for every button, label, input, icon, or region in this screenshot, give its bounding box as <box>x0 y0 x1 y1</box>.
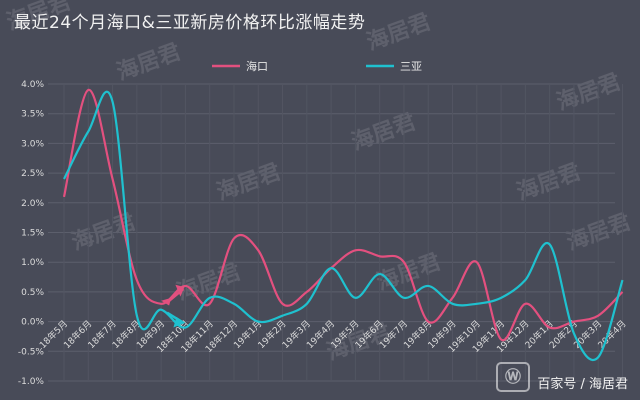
watermark-text: 海居君 <box>348 109 419 156</box>
y-tick-label: 0.5% <box>21 288 44 298</box>
chart-title: 最近24个月海口&三亚新房价格环比涨幅走势 <box>14 13 366 33</box>
watermark-text: 海居君 <box>363 9 434 56</box>
haikou-arrowhead <box>175 284 185 297</box>
series-line-haikou <box>62 88 624 342</box>
y-tick-label: 4.0% <box>21 80 44 90</box>
series-line-sanya <box>63 90 624 362</box>
watermark-text: 海居君 <box>553 69 624 116</box>
y-tick-label: 0.0% <box>21 318 44 328</box>
haikou-arrow-tail <box>161 297 172 306</box>
y-tick-label: 1.0% <box>21 258 44 268</box>
watermark-badge: Ⓦ <box>496 362 530 392</box>
watermark-text: 海居君 <box>113 39 184 86</box>
y-tick-label: 3.5% <box>21 110 44 120</box>
y-tick-label: 1.5% <box>21 229 44 239</box>
source-caption: 百家号 / 海居君 <box>537 377 628 392</box>
y-tick-label: 2.0% <box>21 199 44 209</box>
legend-label: 海口 <box>246 59 268 73</box>
y-tick-label: 2.5% <box>21 169 44 179</box>
y-tick-label: -0.5% <box>18 347 45 357</box>
legend-label: 三亚 <box>400 60 422 73</box>
y-tick-label: -1.0% <box>18 377 45 387</box>
sanya-arrowhead <box>173 316 186 328</box>
watermark-text: 海居君 <box>213 159 284 206</box>
y-tick-label: 3.0% <box>21 139 44 149</box>
